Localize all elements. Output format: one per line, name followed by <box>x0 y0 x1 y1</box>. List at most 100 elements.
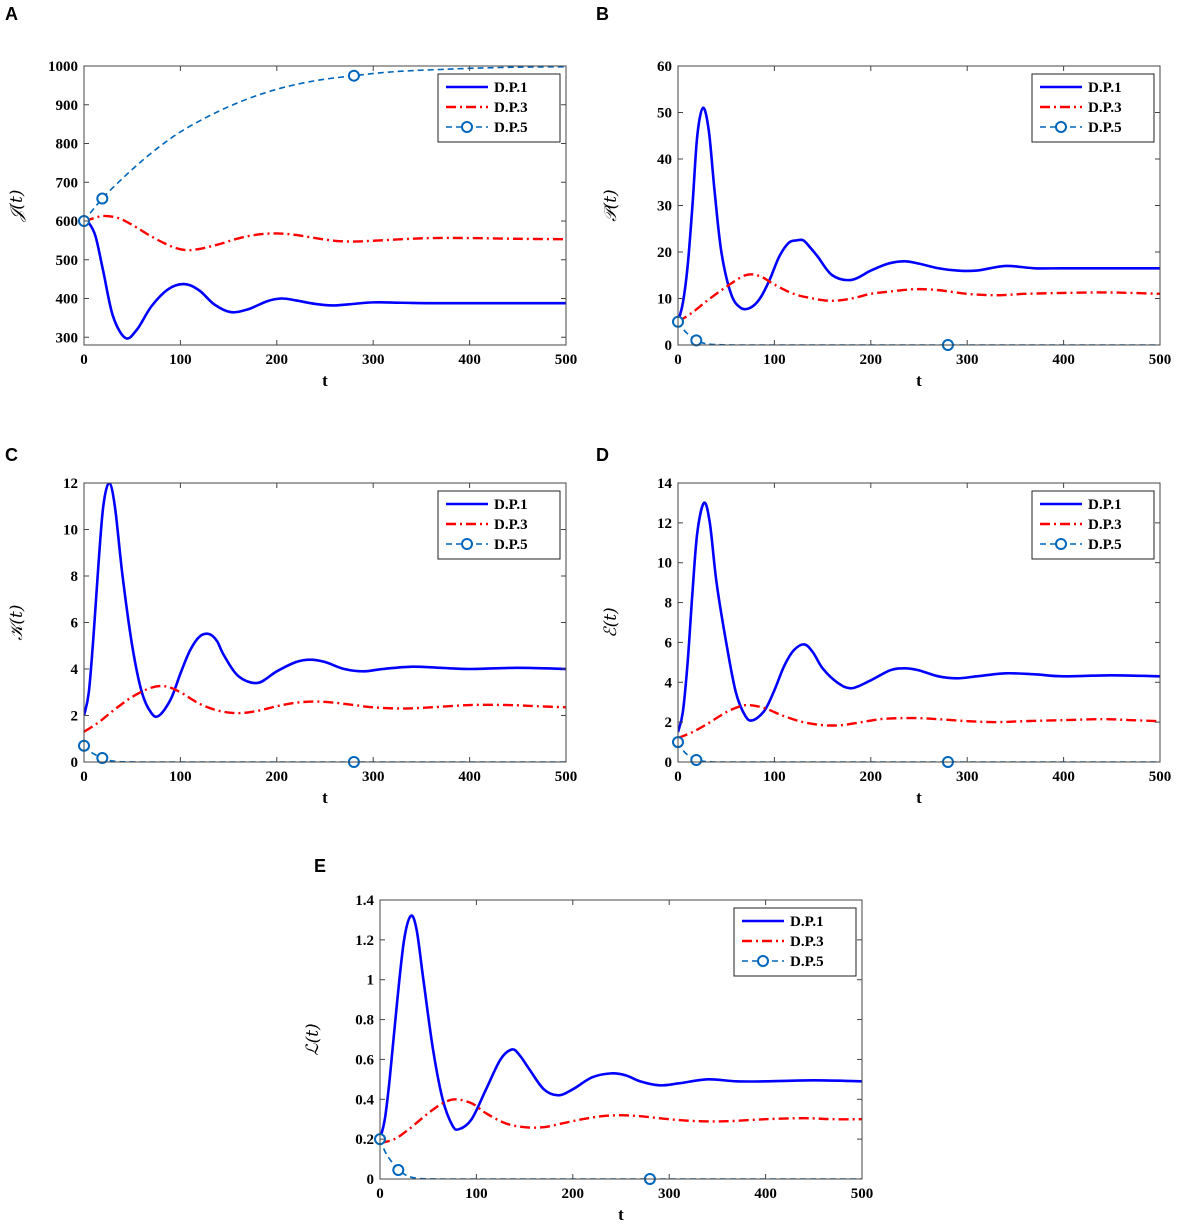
y-tick-label: 600 <box>56 214 79 230</box>
y-tick-label: 40 <box>657 152 672 168</box>
axes-frame <box>379 899 863 1180</box>
y-tick-label: 800 <box>56 137 79 153</box>
legend: D.P.1 D.P.3 D.P.5 <box>733 907 857 977</box>
legend-box <box>437 73 561 143</box>
legend-box <box>437 490 561 560</box>
x-tick-label: 300 <box>362 352 385 368</box>
y-tick-label: 0 <box>665 755 673 771</box>
legend-box <box>733 907 857 977</box>
axes-frame <box>677 482 1161 763</box>
y-tick-label: 0.4 <box>355 1092 374 1108</box>
panel-A: A 0 100 200 300 400 500 300 400 500 600 700 800 900 1… <box>5 4 577 390</box>
panel-letter-A: A <box>5 4 18 24</box>
series-marker <box>96 752 109 765</box>
x-tick-label: 500 <box>555 352 578 368</box>
x-tick-label: 400 <box>458 769 481 785</box>
legend-box <box>1031 490 1155 560</box>
y-tick-label: 0.2 <box>355 1132 374 1148</box>
series-marker <box>347 69 360 82</box>
y-tick-label: 500 <box>56 253 79 269</box>
y-tick-label: 0 <box>367 1172 375 1188</box>
legend-label-D.P.5: D.P.5 <box>1088 537 1122 553</box>
legend-label-D.P.3: D.P.3 <box>790 934 824 950</box>
y-tick-label: 2 <box>71 709 79 725</box>
x-tick-label: 200 <box>266 769 289 785</box>
plot-D: 0 100 200 300 400 50002468101214tℰ(t)D.P.1D.P… <box>601 476 1171 807</box>
x-tick-label: 300 <box>362 769 385 785</box>
axes-frame <box>83 65 567 346</box>
series-marker <box>96 192 109 205</box>
y-tick-label: 1 <box>367 973 375 989</box>
legend-marker <box>757 955 769 967</box>
legend: D.P.1 D.P.3 D.P.5 <box>437 73 561 143</box>
legend-label-D.P.3: D.P.3 <box>494 517 528 533</box>
legend-label-D.P.5: D.P.5 <box>1088 120 1122 136</box>
series-marker <box>690 334 703 347</box>
y-tick-label: 50 <box>657 106 672 122</box>
x-axis-label: t <box>322 788 328 807</box>
legend-label-D.P.3: D.P.3 <box>494 100 528 116</box>
plot-E: 0 100 200 300 400 500 0 0.2 0.4 0.6 0.8 1 1.2 1.4 t ℒ(t… <box>303 893 873 1224</box>
y-tick-label: 10 <box>657 556 672 572</box>
y-tick-label: 6 <box>665 635 673 651</box>
series-group <box>380 914 862 1179</box>
x-tick-label: 400 <box>1052 769 1075 785</box>
y-tick-label: 12 <box>63 476 78 492</box>
y-tick-label: 6 <box>71 616 79 632</box>
series-line-D.P.5 <box>380 1138 862 1179</box>
y-tick-label: 8 <box>665 596 673 612</box>
x-axis-label: t <box>618 1205 624 1224</box>
y-tick-label: 400 <box>56 292 79 308</box>
y-axis-label: 𝒦(t) <box>7 605 27 641</box>
x-tick-label: 200 <box>860 769 883 785</box>
panel-letter-B: B <box>596 4 609 24</box>
y-tick-label: 300 <box>56 330 79 346</box>
panel-letter-E: E <box>314 856 326 876</box>
series-line-D.P.1 <box>84 483 566 719</box>
y-tick-label: 4 <box>665 675 673 691</box>
plot-B: 0 100 200 300 400 5000102030405060t𝒫(t)D.P.1D… <box>601 59 1171 390</box>
series-marker <box>392 1164 405 1177</box>
y-tick-label: 1000 <box>48 59 78 75</box>
y-axis-label: 𝒫(t) <box>601 189 621 221</box>
x-tick-label: 500 <box>851 1186 874 1202</box>
x-axis-label: t <box>322 371 328 390</box>
y-axis-label: ℰ(t) <box>601 607 621 637</box>
legend-label-D.P.5: D.P.5 <box>494 120 528 136</box>
legend-label-D.P.1: D.P.1 <box>494 80 528 96</box>
legend-label-D.P.5: D.P.5 <box>790 954 824 970</box>
legend-label-D.P.5: D.P.5 <box>494 537 528 553</box>
x-tick-label: 200 <box>562 1186 585 1202</box>
plot-C: 0 100 200 300 400 500 0 2 4 6 8 10 12 t 𝒦(t) D.P.1 D.P.3… <box>7 476 577 807</box>
y-tick-label: 12 <box>657 516 672 532</box>
x-tick-label: 400 <box>754 1186 777 1202</box>
x-tick-label: 100 <box>169 352 192 368</box>
x-tick-label: 0 <box>674 769 682 785</box>
series-group <box>84 66 566 340</box>
legend-marker <box>461 121 473 133</box>
y-tick-label: 30 <box>657 199 672 215</box>
legend-label-D.P.1: D.P.1 <box>494 497 528 513</box>
panel-letter-C: C <box>5 445 18 465</box>
x-tick-label: 300 <box>658 1186 681 1202</box>
legend-label-D.P.3: D.P.3 <box>1088 100 1122 116</box>
series-line-D.P.3 <box>678 273 1160 323</box>
y-tick-label: 60 <box>657 59 672 75</box>
x-tick-label: 400 <box>458 352 481 368</box>
series-group <box>678 501 1160 762</box>
x-tick-label: 0 <box>674 352 682 368</box>
x-tick-label: 100 <box>169 769 192 785</box>
legend: D.P.1 D.P.3 D.P.5 <box>1031 73 1155 143</box>
series-line-D.P.3 <box>84 214 566 252</box>
y-tick-label: 0 <box>665 338 673 354</box>
y-axis-label: ℒ(t) <box>303 1023 323 1055</box>
y-tick-label: 20 <box>657 245 672 261</box>
legend: D.P.1 D.P.3 D.P.5 <box>437 490 561 560</box>
y-tick-label: 0.8 <box>355 1013 374 1029</box>
x-tick-label: 0 <box>80 769 88 785</box>
y-tick-label: 10 <box>63 523 78 539</box>
series-line-D.P.3 <box>678 703 1160 740</box>
series-line-D.P.1 <box>678 501 1160 733</box>
legend: D.P.1 D.P.3 D.P.5 <box>1031 490 1155 560</box>
y-tick-label: 2 <box>665 715 673 731</box>
